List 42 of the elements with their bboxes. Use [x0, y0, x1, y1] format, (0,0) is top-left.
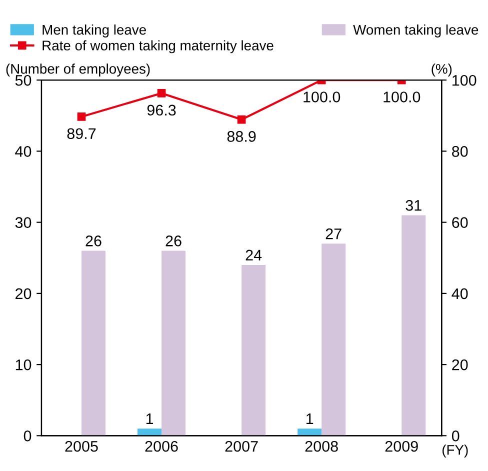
- y-tick-label: 20: [16, 288, 32, 300]
- bar: [298, 428, 322, 436]
- legend-label: Women taking leave: [353, 24, 478, 38]
- x-tick-label: 2009: [385, 440, 418, 452]
- data-label: 24: [246, 250, 262, 260]
- legend-label: Men taking leave: [42, 24, 146, 38]
- legend-label: Rate of women taking maternity leave: [42, 40, 274, 54]
- data-label: 88.9: [227, 131, 256, 142]
- y-axis-title: (Number of employees): [6, 64, 150, 77]
- y2-tick-label: 80: [452, 146, 468, 157]
- y-tick-label: 50: [15, 74, 32, 86]
- bar: [138, 428, 162, 436]
- bar: [162, 250, 186, 436]
- data-label: 31: [406, 200, 422, 211]
- data-label: 1: [306, 413, 314, 424]
- y2-axis-title: (%): [432, 64, 452, 77]
- x-tick-label: 2008: [305, 440, 338, 452]
- y2-tick-label: 20: [452, 359, 468, 370]
- data-label: 96.3: [147, 104, 176, 116]
- bar: [81, 250, 106, 436]
- y-tick-label: 30: [15, 217, 32, 228]
- bar: [242, 264, 266, 436]
- data-label: 89.7: [67, 128, 96, 140]
- x-axis-title: (FY): [442, 444, 468, 458]
- x-tick-label: 2007: [225, 440, 258, 452]
- y2-tick-label: 60: [452, 217, 468, 228]
- data-label: 26: [86, 236, 102, 246]
- y-tick-label: 0: [24, 430, 32, 442]
- x-tick-label: 2005: [65, 440, 98, 452]
- bar: [402, 215, 426, 436]
- data-label: 100.0: [384, 92, 420, 102]
- x-tick-label: 2006: [145, 440, 178, 452]
- y2-tick-label: 40: [452, 288, 468, 300]
- data-label: 26: [166, 236, 182, 246]
- y2-tick-label: 100: [452, 74, 476, 86]
- data-label: 1: [146, 413, 154, 424]
- data-label: 100.0: [304, 92, 340, 102]
- y-tick-label: 40: [15, 146, 32, 157]
- data-label: 27: [326, 228, 342, 240]
- bar: [322, 244, 346, 436]
- y2-tick-label: 0: [452, 430, 460, 442]
- y-tick-label: 10: [16, 359, 32, 370]
